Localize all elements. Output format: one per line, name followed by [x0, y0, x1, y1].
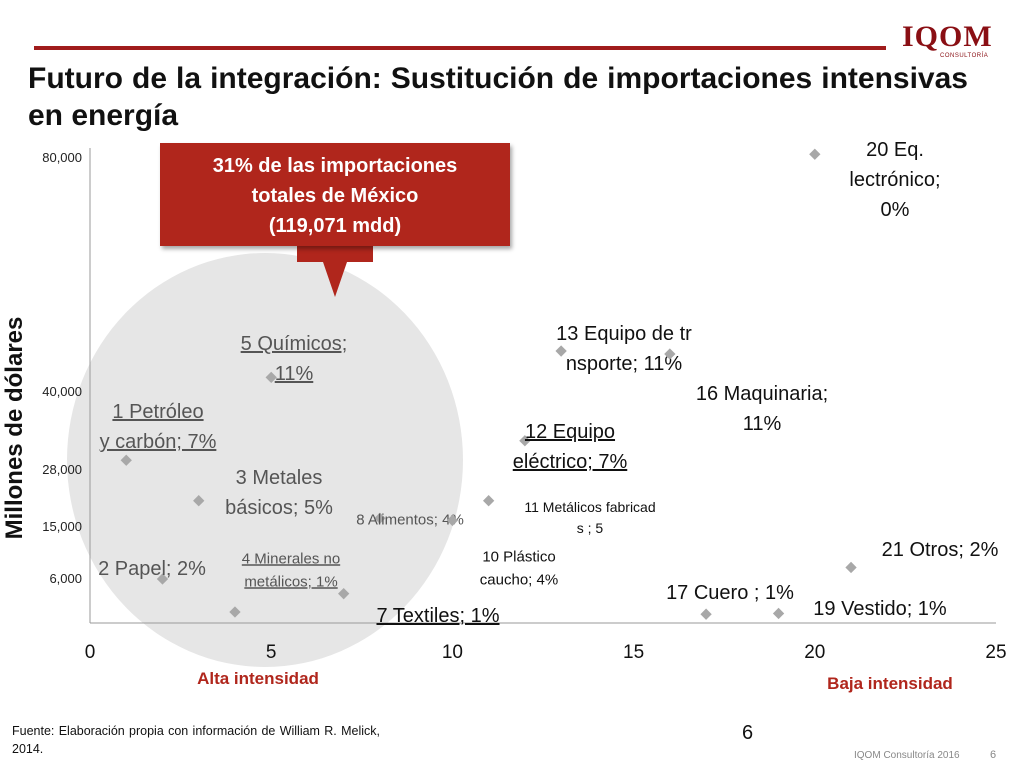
data-point-label: 4 Minerales no metálicos; 1%: [242, 550, 340, 590]
x-axis-label-low-intensity: Baja intensidad: [827, 674, 953, 693]
footer-brand: IQOM Consultoría 2016: [854, 750, 960, 761]
callout-line-3: (119,071 mdd): [268, 215, 402, 237]
y-tick-label: 15,000: [42, 519, 82, 534]
data-point-label-line: 11%: [743, 413, 782, 435]
callout-line-1: 31% de las importaciones: [212, 155, 458, 177]
callout-text: 31% de las importaciones totales de Méxi…: [160, 151, 510, 241]
data-point-label: 1 Petróleo y carbón; 7%: [100, 401, 217, 453]
data-point-label: 11 Metálicos fabricad s ; 5: [524, 499, 655, 536]
x-tick-label: 20: [804, 642, 825, 663]
x-axis-label-high-intensity: Alta intensidad: [197, 669, 319, 688]
x-tick-label: 15: [623, 642, 644, 663]
data-point-label-line: lectrónico;: [849, 169, 940, 191]
data-point-label: 20 Eq. lectrónico; 0%: [849, 139, 940, 221]
callout-box: [160, 143, 510, 246]
data-point-label: 19 Vestido; 1%: [813, 598, 947, 620]
data-point-label-line: eléctrico; 7%: [513, 451, 628, 473]
data-point-marker: [555, 345, 567, 357]
data-point-label-line: caucho; 4%: [480, 571, 558, 588]
data-point-label-line: 8 Alimentos; 4%: [356, 511, 464, 528]
x-tick-label: 5: [266, 642, 277, 663]
data-point-label: 16 Maquinaria; 11%: [696, 383, 828, 435]
data-point-marker: [845, 561, 857, 574]
data-point-label-line: 19 Vestido; 1%: [813, 598, 947, 620]
data-point-label: 7 Textiles; 1%: [376, 605, 499, 627]
data-point-marker: [265, 371, 277, 384]
highlight-circle: [67, 253, 463, 667]
data-point-label-line: 11%: [275, 363, 314, 385]
data-point-marker: [229, 606, 241, 618]
data-point-marker: [519, 435, 531, 447]
data-point-label-line: y carbón; 7%: [100, 431, 217, 453]
data-point-label-line: 12 Equipo: [525, 421, 615, 443]
data-point-marker: [374, 512, 386, 524]
data-point-marker: [700, 608, 712, 620]
data-point-label: 8 Alimentos; 4%: [356, 511, 464, 528]
data-point-marker: [338, 588, 350, 600]
data-point-label-line: 13 Equipo de tr: [556, 323, 692, 345]
data-point-label-line: 4 Minerales no: [242, 550, 340, 567]
x-tick-label: 25: [985, 642, 1006, 663]
y-tick-label: 28,000: [42, 462, 82, 477]
callout-arrow: [297, 244, 373, 297]
data-point-label-line: 10 Plástico: [482, 548, 555, 565]
data-point-label-line: 11 Metálicos fabricad: [524, 499, 655, 515]
y-tick-label: 40,000: [42, 384, 82, 399]
data-point-label-line: 16 Maquinaria;: [696, 383, 828, 405]
footer-page-number: 6: [990, 749, 997, 761]
y-tick-label: 6,000: [49, 571, 82, 586]
data-point-label: 17 Cuero ; 1%: [666, 582, 794, 604]
data-point-label: 10 Plástico caucho; 4%: [480, 548, 558, 588]
x-tick-label: 0: [85, 642, 96, 663]
data-point-marker: [482, 495, 495, 507]
data-point-label-line: nsporte; 11%: [566, 353, 683, 375]
page-number: 6: [742, 722, 754, 744]
data-point-marker: [156, 573, 169, 585]
import-share-callout: 31% de las importaciones totales de Méxi…: [160, 143, 510, 246]
data-point-label-line: 2 Papel; 2%: [98, 558, 206, 580]
data-point-label: 13 Equipo de tr nsporte; 11%: [556, 323, 692, 375]
data-point-marker: [193, 495, 205, 507]
data-point-label-line: metálicos; 1%: [244, 573, 337, 590]
source-note: Fuente: Elaboración propia con informaci…: [12, 724, 380, 756]
data-point-marker: [772, 607, 785, 620]
data-point-marker: [809, 148, 821, 160]
data-point-label-line: 20 Eq.: [866, 139, 924, 161]
data-point-label-line: básicos; 5%: [225, 497, 333, 519]
data-point-marker: [664, 348, 676, 360]
data-point-marker: [446, 514, 459, 527]
title-rule: [34, 46, 886, 50]
y-axis-title: Millones de dólares: [0, 317, 30, 650]
data-point-label: 2 Papel; 2%: [98, 558, 206, 580]
company-logo: IQOM CONSULTORÍA: [902, 20, 998, 60]
data-point-label: 3 Metales básicos; 5%: [225, 467, 333, 519]
data-point-label-line: s ; 5: [577, 520, 604, 536]
x-tick-label: 10: [442, 642, 463, 663]
slide-title: Futuro de la integración: Sustitución de…: [28, 62, 968, 132]
logo-subtext: CONSULTORÍA: [940, 53, 989, 59]
data-point-label: 12 Equipo eléctrico; 7%: [513, 421, 628, 473]
y-tick-label: 80,000: [42, 150, 82, 165]
data-point-label: 21 Otros; 2%: [882, 539, 999, 561]
data-point-label-line: 17 Cuero ; 1%: [666, 582, 794, 604]
callout-line-2: totales de México: [251, 185, 419, 207]
logo-mark: IQOM: [902, 20, 993, 53]
data-point-label-line: 3 Metales: [236, 467, 323, 489]
data-point-label-line: 0%: [881, 199, 910, 221]
data-point-label-line: 21 Otros; 2%: [882, 539, 999, 561]
data-point-label: 5 Químicos; 11%: [241, 333, 348, 385]
data-point-label-line: 5 Químicos;: [241, 333, 348, 355]
data-point-label-line: 7 Textiles; 1%: [376, 605, 499, 627]
y-axis-title-text: Millones de dólares: [1, 316, 28, 540]
data-point-label-line: 1 Petróleo: [112, 401, 203, 423]
